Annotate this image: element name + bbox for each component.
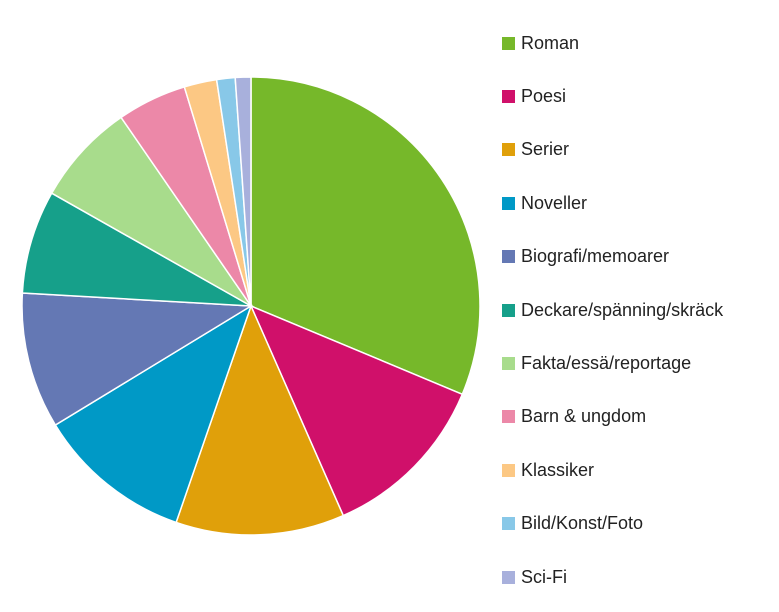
legend-label: Serier [521, 139, 570, 160]
legend-swatch [502, 570, 515, 584]
legend-swatch [502, 196, 515, 210]
legend-swatch [502, 89, 515, 103]
legend-label: Sci-Fi [521, 566, 567, 587]
legend-label: Deckare/spänning/skräck [521, 299, 724, 320]
legend-swatch [502, 410, 515, 424]
legend-swatch [502, 463, 515, 477]
legend-swatch [502, 303, 515, 317]
legend-item: Roman [502, 33, 579, 53]
pie-slice-serier [175, 303, 345, 536]
legend-item: Barn & ungdom [502, 406, 647, 427]
legend-item: Deckare/spänning/skräck [502, 300, 723, 320]
pie-slice-poesi [249, 304, 464, 517]
legend-label: Biografi/memoarer [521, 246, 670, 267]
pie-slice-noveller [54, 304, 253, 524]
legend-label: Bild/Konst/Foto [521, 513, 644, 534]
pie-slice-roman [250, 76, 481, 396]
legend-label: Poesi [521, 85, 567, 106]
legend-label: Barn & ungdom [521, 406, 647, 427]
legend-label: Klassiker [521, 459, 595, 480]
legend-swatch [502, 517, 515, 531]
legend-item: Bild/Konst/Foto [502, 513, 644, 534]
legend-swatch [502, 36, 515, 50]
legend-item: Serier [502, 139, 570, 160]
legend-item: Biografi/memoarer [502, 246, 670, 267]
legend-swatch [502, 143, 515, 157]
pie-slice-sci-fi [234, 76, 252, 307]
legend-label: Roman [521, 32, 580, 53]
legend-swatch [502, 356, 515, 370]
legend-item: Fakta/essä/reportage [502, 353, 691, 373]
pie-slice-fakta-essä-reportage [50, 116, 252, 307]
legend-item: Noveller [502, 193, 587, 213]
pie-slice-deckare-spänning-skräck [21, 192, 252, 307]
legend-label: Noveller [521, 192, 588, 213]
legend-item: Poesi [502, 86, 566, 106]
legend-label: Fakta/essä/reportage [521, 352, 692, 373]
pie-slice-biografi-memoarer [21, 292, 254, 427]
legend-item: Klassiker [502, 460, 594, 480]
legend-item: Sci-Fi [502, 567, 567, 587]
legend-swatch [502, 250, 515, 264]
